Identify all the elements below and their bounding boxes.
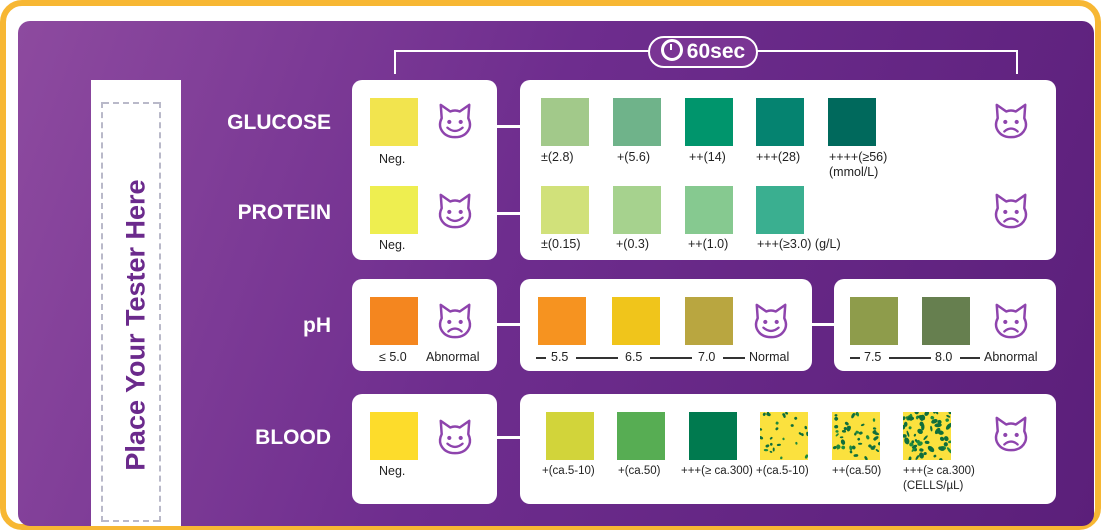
scale-line (723, 357, 745, 359)
label-blood-2: +(ca.50) (618, 465, 661, 477)
swatch-blood-5 (832, 412, 880, 460)
label-glucose-4: +++(28) (756, 150, 801, 164)
label-ph-normal: Normal (749, 350, 790, 364)
sad-cat-icon (992, 301, 1030, 341)
happy-cat-icon (436, 417, 474, 457)
swatch-protein-3 (685, 186, 733, 234)
swatch-ph-6-5 (612, 297, 660, 345)
label-ph-7-5: 7.5 (864, 350, 882, 364)
swatch-blood-3 (689, 412, 737, 460)
label-ph-7-0: 7.0 (698, 350, 716, 364)
label-blood-unit: (CELLS/µL) (903, 480, 964, 492)
label-blood-3: +++(≥ ca.300) (681, 465, 753, 477)
swatch-ph-8-0 (922, 297, 970, 345)
clock-icon (660, 39, 683, 61)
label-glucose-3: ++(14) (689, 150, 726, 164)
tester-dashed-outline (101, 102, 161, 522)
scale-line (536, 357, 546, 359)
label-glucose-unit: (mmol/L) (829, 165, 879, 179)
timer-label: 60sec (686, 40, 746, 63)
scale-line (650, 357, 692, 359)
label-ph-low: ≤ 5.0 (379, 350, 407, 364)
label-protein-2: +(0.3) (616, 237, 650, 251)
swatch-blood-2 (617, 412, 665, 460)
row-label-glucose: GLUCOSE (227, 111, 331, 134)
sad-cat-icon (436, 301, 474, 341)
swatch-blood-neg (370, 412, 418, 460)
swatch-glucose-5 (828, 98, 876, 146)
row-label-blood: BLOOD (255, 426, 331, 449)
label-blood-5: ++(ca.50) (832, 465, 882, 477)
label-glucose-neg: Neg. (379, 152, 406, 166)
swatch-blood-1 (546, 412, 594, 460)
tester-label: Place Your Tester Here (120, 179, 151, 471)
label-ph-5-5: 5.5 (551, 350, 569, 364)
color-chart-panel: 60sec Place Your Tester Here GLUCOSE PRO… (18, 21, 1094, 526)
swatch-blood-4 (760, 412, 808, 460)
swatch-ph-7-5 (850, 297, 898, 345)
swatch-glucose-2 (613, 98, 661, 146)
sad-cat-icon (992, 191, 1030, 231)
tester-placement-area[interactable]: Place Your Tester Here (91, 80, 181, 526)
swatch-ph-5-5 (538, 297, 586, 345)
label-protein-neg: Neg. (379, 238, 406, 252)
sad-cat-icon (992, 414, 1030, 454)
happy-cat-icon (436, 191, 474, 231)
scale-line (889, 357, 931, 359)
scale-line (960, 357, 980, 359)
swatch-glucose-neg (370, 98, 418, 146)
swatch-glucose-4 (756, 98, 804, 146)
label-protein-4: +++(≥3.0) (g/L) (757, 237, 841, 251)
label-blood-1: +(ca.5-10) (542, 465, 595, 477)
happy-cat-icon (436, 101, 474, 141)
label-blood-6: +++(≥ ca.300) (903, 465, 975, 477)
label-ph-8-0: 8.0 (935, 350, 953, 364)
swatch-protein-1 (541, 186, 589, 234)
connector-glucose (497, 125, 520, 128)
swatch-ph-low (370, 297, 418, 345)
scale-line (576, 357, 618, 359)
swatch-glucose-3 (685, 98, 733, 146)
happy-cat-icon (752, 301, 790, 341)
swatch-glucose-1 (541, 98, 589, 146)
swatch-blood-6 (903, 412, 951, 460)
label-ph-6-5: 6.5 (625, 350, 643, 364)
label-glucose-2: +(5.6) (617, 150, 651, 164)
label-blood-neg: Neg. (379, 464, 406, 478)
swatch-ph-7-0 (685, 297, 733, 345)
row-label-protein: PROTEIN (237, 201, 331, 224)
label-ph-low-status: Abnormal (426, 350, 480, 364)
label-ph-high-status: Abnormal (984, 350, 1038, 364)
sad-cat-icon (992, 101, 1030, 141)
label-protein-1: ±(0.15) (541, 237, 581, 251)
label-protein-3: ++(1.0) (688, 237, 729, 251)
scale-line (850, 357, 860, 359)
timer-badge: 60sec (648, 36, 758, 68)
label-glucose-1: ±(2.8) (541, 150, 574, 164)
row-label-ph: pH (303, 314, 331, 337)
connector-ph-1 (497, 323, 520, 326)
label-blood-4: +(ca.5-10) (756, 465, 809, 477)
connector-protein (497, 212, 520, 215)
connector-blood (497, 436, 520, 439)
connector-ph-2 (812, 323, 834, 326)
label-glucose-5: ++++(≥56) (829, 150, 888, 164)
swatch-protein-4 (756, 186, 804, 234)
swatch-protein-2 (613, 186, 661, 234)
swatch-protein-neg (370, 186, 418, 234)
